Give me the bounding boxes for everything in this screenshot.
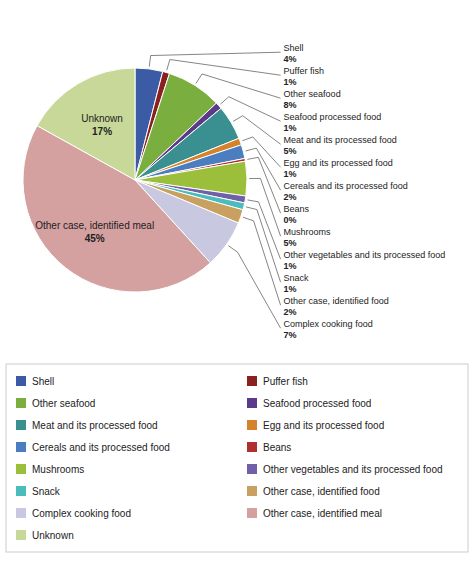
- data-label-name: Mushrooms: [284, 227, 332, 237]
- data-label-value: 17%: [92, 126, 112, 137]
- data-label-value: 1%: [284, 284, 297, 294]
- data-label-value: 8%: [284, 100, 297, 110]
- data-label-value: 5%: [284, 238, 297, 248]
- data-label-value: 1%: [284, 123, 297, 133]
- legend-swatch: [247, 398, 257, 408]
- legend-label: Shell: [32, 376, 54, 387]
- legend-swatch: [16, 442, 26, 452]
- data-label-value: 4%: [284, 54, 297, 64]
- legend-label: Other vegetables and its processed food: [263, 464, 443, 475]
- pie-slice: [37, 68, 135, 180]
- legend-label: Snack: [32, 486, 61, 497]
- legend-swatch: [16, 398, 26, 408]
- legend-swatch: [247, 464, 257, 474]
- legend: Shell Puffer fish Other seafood Seafood pro…: [6, 364, 468, 552]
- legend-label: Beans: [263, 442, 291, 453]
- leader-line: [220, 97, 280, 121]
- data-label-name: Other seafood: [284, 89, 341, 99]
- legend-swatch: [247, 376, 257, 386]
- data-label-name: Unknown: [81, 113, 123, 124]
- data-label-name: Meat and its processed food: [284, 135, 397, 145]
- chart: Other case, identified meal 45% Unknown 17%…: [0, 0, 474, 569]
- data-label-value: 2%: [284, 307, 297, 317]
- legend-swatch: [16, 376, 26, 386]
- data-label-name: Egg and its processed food: [284, 158, 393, 168]
- legend-swatch: [16, 530, 26, 540]
- data-label-value: 0%: [284, 215, 297, 225]
- data-label-value: 1%: [284, 77, 297, 87]
- leader-line: [242, 137, 280, 167]
- legend-label: Other case, identified food: [263, 486, 380, 497]
- data-label-value: 7%: [284, 330, 297, 340]
- legend-label: Seafood processed food: [263, 398, 371, 409]
- data-label-name: Other case, identified food: [284, 296, 389, 306]
- data-label-name: Puffer fish: [284, 66, 324, 76]
- leader-line: [233, 116, 281, 145]
- leader-line: [196, 74, 281, 98]
- legend-label: Other case, identified meal: [263, 508, 382, 519]
- data-label-name: Snack: [284, 273, 310, 283]
- legend-label: Unknown: [32, 530, 74, 541]
- legend-swatch: [16, 486, 26, 496]
- legend-label: Other seafood: [32, 398, 95, 409]
- legend-swatch: [16, 464, 26, 474]
- data-label-name: Shell: [284, 43, 304, 53]
- data-label-value: 1%: [284, 261, 297, 271]
- leader-line: [243, 217, 281, 305]
- pie: [23, 68, 247, 292]
- data-label-value: 1%: [284, 169, 297, 179]
- legend-swatch: [247, 486, 257, 496]
- legend-label: Cereals and its processed food: [32, 442, 170, 453]
- legend-swatch: [16, 420, 26, 430]
- legend-label: Puffer fish: [263, 376, 308, 387]
- legend-swatch: [247, 420, 257, 430]
- legend-swatch: [247, 508, 257, 518]
- legend-swatch: [247, 442, 257, 452]
- data-label-name: Seafood processed food: [284, 112, 382, 122]
- data-label-name: Other case, identified meal: [35, 220, 154, 231]
- leader-line: [149, 52, 280, 66]
- legend-label: Meat and its processed food: [32, 420, 158, 431]
- data-label-value: 5%: [284, 146, 297, 156]
- legend-swatch: [16, 508, 26, 518]
- legend-label: Mushrooms: [32, 464, 84, 475]
- legend-frame: [6, 364, 468, 552]
- data-label-name: Other vegetables and its processed food: [284, 250, 446, 260]
- data-labels: Other case, identified meal 45% Unknown 17%…: [35, 43, 445, 340]
- leader-line: [247, 157, 280, 213]
- data-label-name: Beans: [284, 204, 310, 214]
- data-label-value: 2%: [284, 192, 297, 202]
- leader-line: [167, 60, 281, 76]
- leader-line: [246, 207, 281, 282]
- data-label-value: 45%: [85, 233, 105, 244]
- leader-line: [228, 246, 280, 328]
- leader-line: [249, 178, 280, 236]
- background: [0, 0, 474, 569]
- data-label-name: Cereals and its processed food: [284, 181, 408, 191]
- data-label-name: Complex cooking food: [284, 319, 373, 329]
- legend-label: Complex cooking food: [32, 508, 131, 519]
- legend-label: Egg and its processed food: [263, 420, 384, 431]
